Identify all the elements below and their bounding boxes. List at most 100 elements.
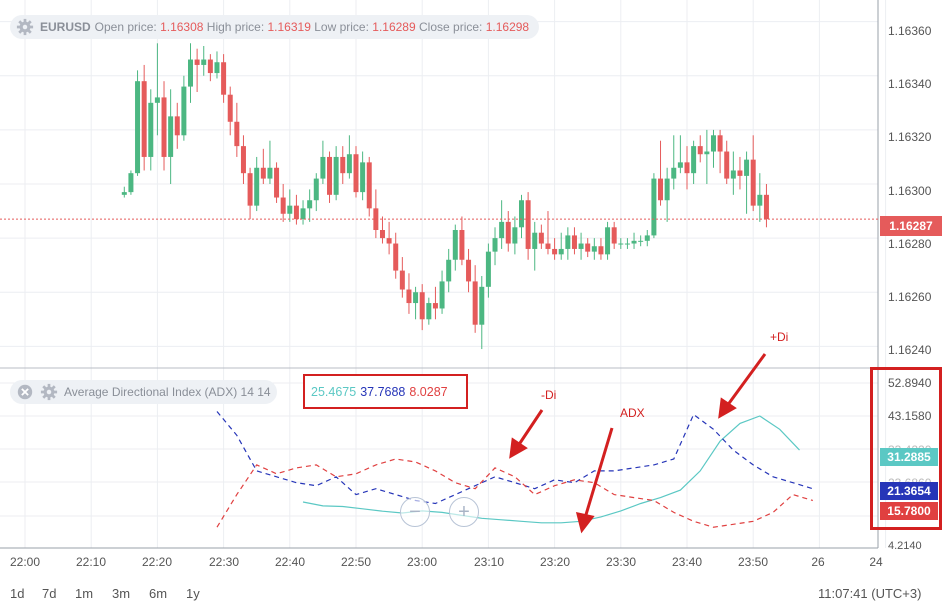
candle-body[interactable]	[432, 303, 438, 309]
candle-body[interactable]	[684, 162, 690, 174]
candle-body[interactable]	[234, 121, 240, 147]
candle-body[interactable]	[763, 194, 769, 220]
candle-body[interactable]	[240, 146, 246, 174]
candle-body[interactable]	[366, 162, 372, 209]
candle-body[interactable]	[651, 178, 657, 236]
candle-body[interactable]	[267, 167, 273, 179]
candle-body[interactable]	[466, 259, 472, 282]
candle-body[interactable]	[419, 292, 425, 320]
candle-body[interactable]	[744, 159, 750, 176]
candle-body[interactable]	[446, 259, 452, 282]
zoom-out-button[interactable]: −	[400, 497, 430, 527]
candle-body[interactable]	[293, 205, 299, 220]
candle-body[interactable]	[194, 59, 200, 65]
candle-body[interactable]	[161, 97, 167, 157]
candle-body[interactable]	[313, 178, 319, 201]
candle-body[interactable]	[605, 227, 611, 255]
candle-body[interactable]	[538, 232, 544, 244]
candle-body[interactable]	[499, 221, 505, 239]
candle-body[interactable]	[658, 178, 664, 201]
zoom-in-button[interactable]: +	[449, 497, 479, 527]
gear-icon[interactable]	[40, 383, 58, 401]
candle-body[interactable]	[426, 303, 432, 320]
candle-body[interactable]	[254, 167, 260, 206]
candle-body[interactable]	[221, 62, 227, 95]
candle-body[interactable]	[201, 59, 207, 65]
candle-body[interactable]	[624, 243, 630, 245]
candle-body[interactable]	[168, 116, 174, 157]
candle-body[interactable]	[532, 232, 538, 249]
candle-body[interactable]	[552, 248, 558, 255]
period-6m-button[interactable]: 6m	[149, 586, 168, 601]
candle-body[interactable]	[631, 240, 637, 244]
candle-body[interactable]	[644, 235, 650, 241]
candle-body[interactable]	[320, 156, 326, 179]
candle-body[interactable]	[280, 197, 286, 214]
period-7d-button[interactable]: 7d	[42, 586, 57, 601]
candle-body[interactable]	[585, 243, 591, 252]
candle-body[interactable]	[618, 243, 624, 245]
candle-body[interactable]	[750, 159, 756, 206]
candle-body[interactable]	[677, 162, 683, 168]
candle-body[interactable]	[121, 192, 127, 195]
candle-body[interactable]	[638, 240, 644, 242]
candle-body[interactable]	[757, 194, 763, 206]
candle-body[interactable]	[413, 292, 419, 304]
candle-body[interactable]	[333, 156, 339, 195]
candle-body[interactable]	[154, 97, 160, 103]
candle-body[interactable]	[379, 230, 385, 239]
candle-body[interactable]	[406, 289, 412, 304]
candle-body[interactable]	[227, 94, 233, 122]
adx-series[interactable]	[216, 411, 813, 528]
candle-body[interactable]	[128, 173, 134, 193]
candle-body[interactable]	[353, 154, 359, 193]
candle-body[interactable]	[565, 235, 571, 249]
candle-body[interactable]	[730, 170, 736, 179]
candle-body[interactable]	[207, 59, 213, 74]
candle-body[interactable]	[399, 270, 405, 290]
candle-body[interactable]	[697, 146, 703, 155]
candle-body[interactable]	[174, 116, 180, 136]
candle-body[interactable]	[545, 243, 551, 249]
candle-body[interactable]	[340, 156, 346, 174]
candle-body[interactable]	[717, 135, 723, 152]
candle-body[interactable]	[247, 173, 253, 206]
candle-body[interactable]	[505, 221, 511, 244]
candle-body[interactable]	[327, 156, 333, 195]
candlestick-series[interactable]	[121, 43, 769, 350]
candle-body[interactable]	[148, 102, 154, 157]
close-icon[interactable]	[16, 383, 34, 401]
candle-body[interactable]	[188, 59, 193, 87]
period-1d-button[interactable]: 1d	[10, 586, 25, 601]
candle-body[interactable]	[307, 200, 313, 209]
candle-body[interactable]	[710, 135, 716, 152]
candle-body[interactable]	[558, 248, 564, 255]
candle-body[interactable]	[452, 230, 458, 260]
period-3m-button[interactable]: 3m	[112, 586, 131, 601]
candle-body[interactable]	[598, 246, 604, 255]
candle-body[interactable]	[525, 200, 531, 249]
candle-body[interactable]	[691, 146, 697, 174]
candle-body[interactable]	[141, 81, 147, 157]
candle-body[interactable]	[274, 167, 280, 198]
candle-body[interactable]	[492, 238, 498, 252]
candle-body[interactable]	[386, 238, 392, 244]
candle-body[interactable]	[704, 151, 710, 155]
candle-body[interactable]	[578, 243, 584, 249]
candle-body[interactable]	[260, 167, 266, 179]
gear-icon[interactable]	[16, 18, 34, 36]
period-1m-button[interactable]: 1m	[75, 586, 94, 601]
candle-body[interactable]	[479, 286, 485, 325]
candle-body[interactable]	[439, 281, 445, 309]
candle-body[interactable]	[611, 227, 617, 244]
candle-body[interactable]	[571, 235, 577, 249]
candle-body[interactable]	[737, 170, 743, 176]
candle-body[interactable]	[393, 243, 399, 271]
candle-body[interactable]	[300, 208, 306, 220]
candle-body[interactable]	[135, 81, 141, 174]
candle-body[interactable]	[346, 154, 352, 174]
candle-body[interactable]	[671, 167, 677, 179]
candle-body[interactable]	[519, 200, 524, 228]
candle-body[interactable]	[360, 162, 366, 193]
candle-body[interactable]	[459, 230, 465, 260]
